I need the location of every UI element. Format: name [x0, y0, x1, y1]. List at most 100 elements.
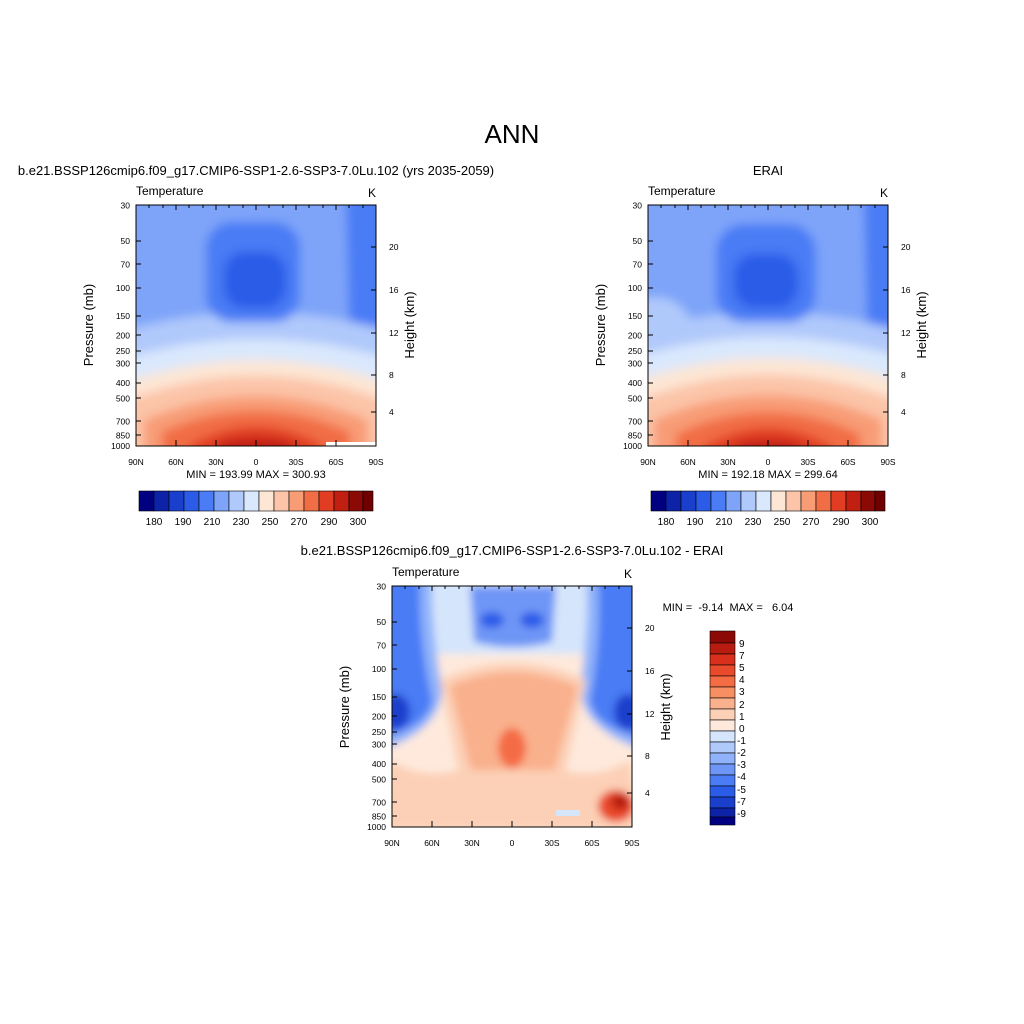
band-290 — [190, 426, 322, 446]
y-tick-label: 250 — [372, 727, 386, 737]
colorbar-swatch — [709, 686, 736, 699]
y-tick-label: 500 — [372, 775, 386, 785]
colorbar-label: 290 — [833, 517, 850, 528]
panel-erai: ERAI Temperature K 30 50 — [593, 163, 929, 528]
colorbar-swatch — [874, 490, 886, 512]
y-tick-label: 70 — [633, 260, 643, 270]
band-strat-core-l — [480, 612, 504, 628]
contour-field — [136, 205, 376, 446]
colorbar-swatch — [243, 490, 260, 512]
y-tick-label: 250 — [628, 346, 642, 356]
x-axis: 90N 60N 30N 0 30S 60S 90S — [640, 457, 896, 467]
colorbar-swatch — [198, 490, 215, 512]
x-tick-label: 30N — [720, 457, 736, 467]
colorbar-swatch — [183, 490, 200, 512]
colorbar-swatch — [650, 490, 667, 512]
height-tick-label: 20 — [389, 242, 399, 252]
y-tick-label: 1000 — [111, 441, 130, 451]
height-tick-label: 4 — [901, 407, 906, 417]
colorbar-swatch — [680, 490, 697, 512]
surface-mask — [556, 810, 580, 816]
contour-field — [392, 586, 632, 827]
height-tick-label: 16 — [389, 285, 399, 295]
colorbar-swatch — [228, 490, 245, 512]
colorbar-swatch — [740, 490, 757, 512]
colorbar-swatch — [709, 664, 736, 677]
colorbar-label: 250 — [262, 517, 279, 528]
y-tick-label: 50 — [121, 236, 131, 246]
x-tick-label: 60S — [328, 457, 343, 467]
variable-label: Temperature — [392, 565, 460, 579]
colorbar-label: 2 — [739, 700, 745, 711]
y-tick-label: 400 — [116, 378, 130, 388]
x-tick-label: 0 — [766, 457, 771, 467]
colorbar-label: 3 — [739, 687, 745, 698]
y-tick-label: 200 — [628, 331, 642, 341]
y-tick-label: 30 — [633, 201, 643, 211]
colorbar-swatch — [153, 490, 170, 512]
y-tick-label: 100 — [372, 664, 386, 674]
x-tick-label: 60S — [840, 457, 855, 467]
colorbar-swatch — [213, 490, 230, 512]
panel-title: b.e21.BSSP126cmip6.f09_g17.CMIP6-SSP1-2.… — [301, 543, 724, 558]
y-tick-label: 200 — [372, 712, 386, 722]
colorbar-swatch — [815, 490, 832, 512]
x-tick-label: 90N — [384, 838, 400, 848]
y-tick-label: 500 — [628, 394, 642, 404]
y-tick-label: 850 — [628, 431, 642, 441]
y-tick-label: 700 — [116, 417, 130, 427]
x-tick-label: 90N — [128, 457, 144, 467]
colorbar-swatch — [860, 490, 876, 512]
colorbar-label: 180 — [658, 517, 675, 528]
height-tick-label: 8 — [645, 751, 650, 761]
y-tick-label: 300 — [628, 359, 642, 369]
colorbar-swatch — [333, 490, 350, 512]
height-tick-label: 16 — [645, 666, 655, 676]
height-tick-label: 8 — [389, 370, 394, 380]
y-tick-label: 500 — [116, 394, 130, 404]
colorbar-swatch — [770, 490, 787, 512]
x-tick-label: 60N — [168, 457, 184, 467]
x-tick-label: 60N — [424, 838, 440, 848]
y-tick-label: 250 — [116, 346, 130, 356]
colorbar-swatch — [348, 490, 364, 512]
height-tick-label: 16 — [901, 285, 911, 295]
colorbar: 180 190 210 230 250 270 290 300 — [138, 490, 374, 528]
band-nh-core — [614, 694, 632, 730]
colorbar: 9 7 5 4 3 2 1 0 -1 -2 -3 -4 -5 -7 -9 — [709, 630, 746, 826]
y-tick-label: 850 — [116, 431, 130, 441]
colorbar-swatch — [845, 490, 862, 512]
colorbar-label: -3 — [737, 760, 746, 771]
colorbar-swatch — [709, 708, 736, 721]
colorbar-swatch — [709, 763, 736, 776]
colorbar-swatch — [709, 630, 736, 644]
units-label: K — [368, 186, 376, 200]
colorbar-swatch — [830, 490, 847, 512]
height-tick-label: 20 — [901, 242, 911, 252]
height-axis-title: Height (km) — [914, 291, 929, 358]
colorbar-swatch — [709, 774, 736, 787]
colorbar-label: 1 — [739, 712, 745, 723]
x-tick-label: 60N — [680, 457, 696, 467]
y-axis-title: Pressure (mb) — [81, 284, 96, 366]
y-tick-label: 150 — [116, 311, 130, 321]
y-tick-label: 300 — [372, 740, 386, 750]
colorbar-swatch — [725, 490, 742, 512]
surface-mask — [326, 442, 376, 446]
y-axis-title: Pressure (mb) — [593, 284, 608, 366]
colorbar-label: 0 — [739, 724, 745, 735]
y-tick-label: 50 — [377, 617, 387, 627]
y-axis-left: 30 50 70 100 150 200 250 300 400 500 700… — [623, 201, 642, 452]
x-tick-label: 0 — [510, 838, 515, 848]
min-max-text: MIN = -9.14 MAX = 6.04 — [663, 602, 794, 614]
colorbar-swatch — [709, 730, 736, 743]
colorbar-label: -5 — [737, 785, 746, 796]
x-tick-label: 30S — [288, 457, 303, 467]
height-tick-label: 12 — [901, 328, 911, 338]
colorbar-swatch — [709, 675, 736, 688]
colorbar-swatch — [755, 490, 772, 512]
y-axis-right: 4 8 12 16 20 — [901, 242, 911, 417]
y-tick-label: 700 — [628, 417, 642, 427]
y-tick-label: 30 — [377, 582, 387, 592]
